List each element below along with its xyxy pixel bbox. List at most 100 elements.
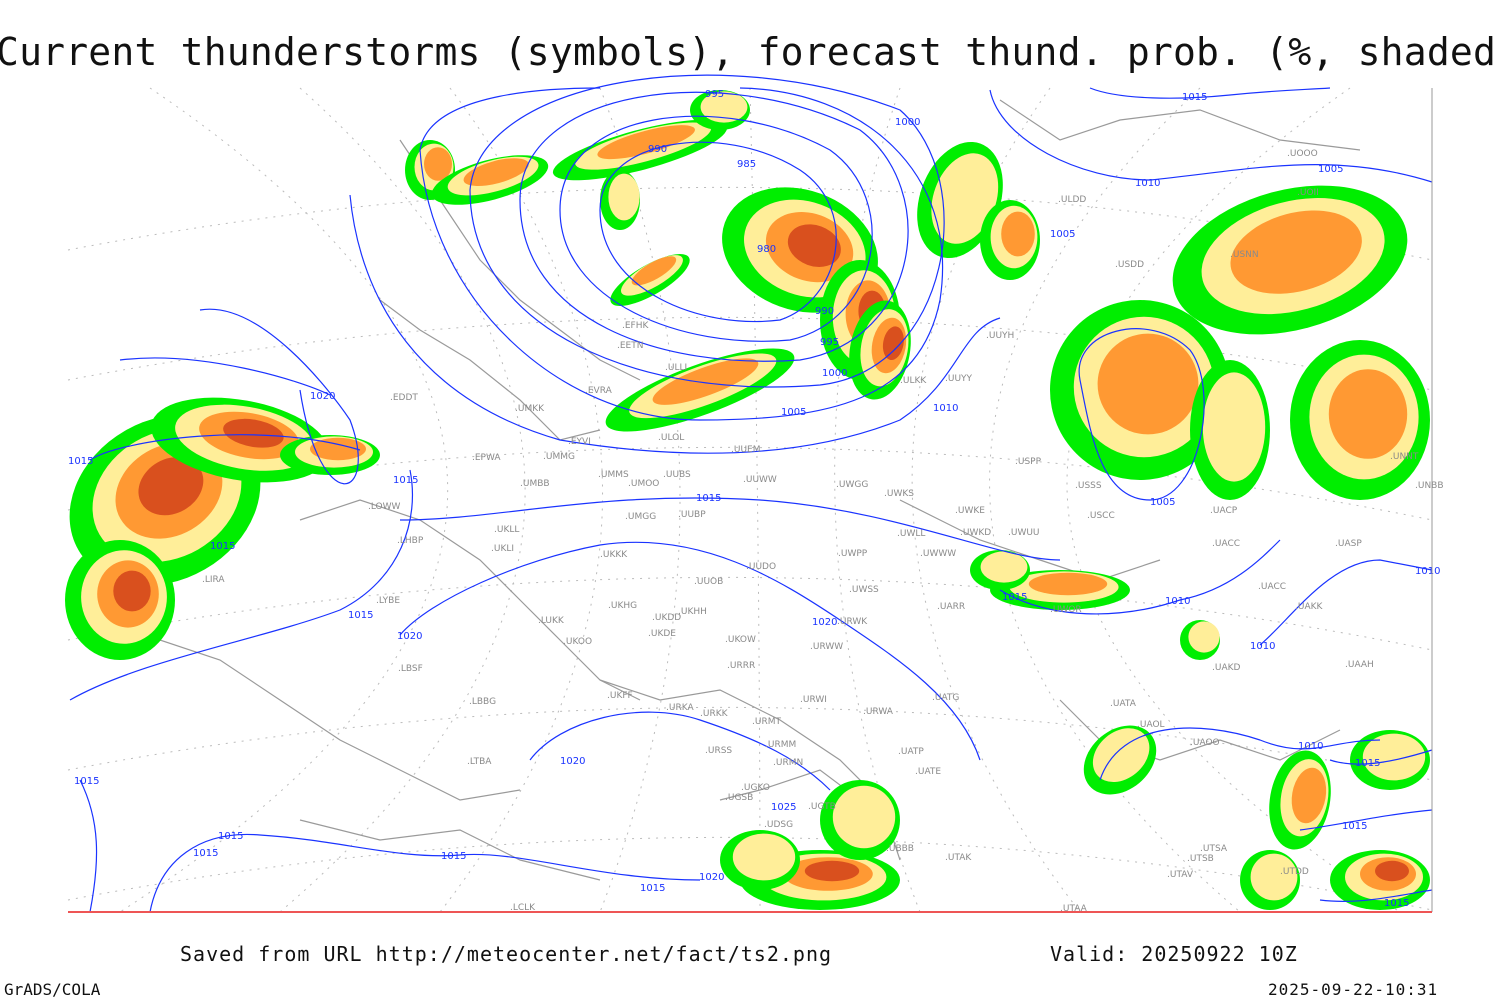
station-label: .USCC xyxy=(1087,511,1115,521)
station-label: .UGKO xyxy=(741,783,770,793)
station-label: .UOII xyxy=(1297,188,1319,198)
station-label: .UUDO xyxy=(746,562,776,572)
isobar-line xyxy=(529,711,831,791)
border-line xyxy=(299,499,641,701)
station-label: .UOOO xyxy=(1287,149,1318,159)
station-label: .URKK xyxy=(700,709,729,719)
isobar-label: 1010 xyxy=(933,403,958,414)
isobar-line xyxy=(1099,727,1381,781)
probability-area xyxy=(463,158,529,187)
station-label: .LYBE xyxy=(376,596,400,606)
station-label: .UKDD xyxy=(652,613,681,623)
isobar-label: 995 xyxy=(820,337,839,348)
isobar-line xyxy=(399,497,1061,561)
probability-area xyxy=(631,256,677,286)
isobar-label: 1015 xyxy=(696,493,721,504)
probability-area xyxy=(700,91,748,123)
probability-area xyxy=(931,153,999,244)
isobar-label: 1005 xyxy=(1050,229,1075,240)
isobar-label: 1020 xyxy=(397,631,422,642)
isobar-label: 1015 xyxy=(210,541,235,552)
isobar-line xyxy=(1078,328,1205,501)
isobar-label: 1010 xyxy=(1415,566,1440,577)
station-label: .UMGG xyxy=(625,512,656,522)
station-label: .EYVI xyxy=(568,437,591,447)
isobar-label: 1000 xyxy=(822,368,847,379)
isobar-label: 1015 xyxy=(348,610,373,621)
isobar-line xyxy=(399,541,981,761)
isobar-line xyxy=(519,91,909,362)
station-label: .UUYY xyxy=(945,374,973,384)
valid-time: Valid: 20250922 10Z xyxy=(1050,942,1298,966)
station-label: .UGSB xyxy=(725,793,753,803)
probability-area xyxy=(787,224,841,267)
isobar-label: 1020 xyxy=(699,872,724,883)
station-label: .UTAK xyxy=(945,853,972,863)
isobar-label: 1005 xyxy=(781,407,806,418)
station-label: .UUOB xyxy=(694,577,723,587)
isobar-label: 1010 xyxy=(1298,741,1323,752)
isobar-line xyxy=(1319,889,1433,902)
station-label: .UUEM xyxy=(731,445,761,455)
station-label: .ULLI xyxy=(665,363,687,373)
station-label: .UWKE xyxy=(955,506,985,516)
isobar-line xyxy=(1299,809,1433,831)
station-label: .EVRA xyxy=(585,386,613,396)
station-label: .LBSF xyxy=(398,664,423,674)
isobar-label: 1020 xyxy=(310,391,335,402)
station-label: .ULOL xyxy=(658,433,684,443)
station-label: .LBBG xyxy=(469,697,496,707)
isobar-label: 1015 xyxy=(1384,898,1409,909)
probability-area xyxy=(597,125,695,160)
station-label: .UKLL xyxy=(494,525,519,535)
isobar-line xyxy=(599,141,837,323)
station-label: .ULDD xyxy=(1058,195,1086,205)
station-label: .UMMS xyxy=(598,470,629,480)
map-title: Current thunderstorms (symbols), forecas… xyxy=(0,30,1500,74)
station-label: .UWOR xyxy=(1050,605,1082,615)
station-label: .URSS xyxy=(705,746,732,756)
isobar-label: 1000 xyxy=(895,117,920,128)
station-label: .UAKK xyxy=(1295,602,1324,612)
station-label: .UWSS xyxy=(849,585,879,595)
probability-area xyxy=(138,457,204,516)
probability-area xyxy=(608,173,640,221)
station-label: .USSS xyxy=(1075,481,1102,491)
isobar-line xyxy=(119,357,331,396)
station-label: .UACC xyxy=(1258,582,1286,592)
station-label: .ULKK xyxy=(900,376,927,386)
station-label: .UMOO xyxy=(628,479,659,489)
isobar-line xyxy=(1089,87,1331,99)
station-label: .URWA xyxy=(863,707,894,717)
isobar-label: 1015 xyxy=(441,851,466,862)
station-label: .UWKS xyxy=(884,489,914,499)
probability-area xyxy=(1188,621,1220,653)
station-label: .UKOO xyxy=(563,637,592,647)
station-label: .USPP xyxy=(1015,457,1042,467)
station-label: .EPWA xyxy=(472,453,501,463)
isobar-line xyxy=(1259,559,1433,646)
station-label: .UUWW xyxy=(743,475,777,485)
station-label: .UWWW xyxy=(920,549,956,559)
station-label: .UKHH xyxy=(678,607,707,617)
software-credit: GrADS/COLA xyxy=(4,980,101,999)
isobar-line xyxy=(989,89,1433,183)
isobar-line xyxy=(79,779,98,913)
isobar-label: 1015 xyxy=(193,848,218,859)
station-label: .LHBP xyxy=(397,536,424,546)
border-line xyxy=(99,639,521,801)
probability-area xyxy=(1028,572,1108,596)
station-label: .UDSG xyxy=(764,820,793,830)
isobar-label: 1015 xyxy=(1342,821,1367,832)
station-label: .UWPP xyxy=(838,549,868,559)
isobar-label: 1015 xyxy=(393,475,418,486)
probability-area xyxy=(1328,369,1408,459)
isobar-line xyxy=(469,74,945,388)
station-label: .UATE xyxy=(915,767,941,777)
isobar-label: 1005 xyxy=(1318,164,1343,175)
station-label: .UARR xyxy=(937,602,965,612)
probability-area xyxy=(1375,860,1409,882)
probability-area xyxy=(1250,853,1298,901)
station-label: .LUKK xyxy=(538,616,565,626)
